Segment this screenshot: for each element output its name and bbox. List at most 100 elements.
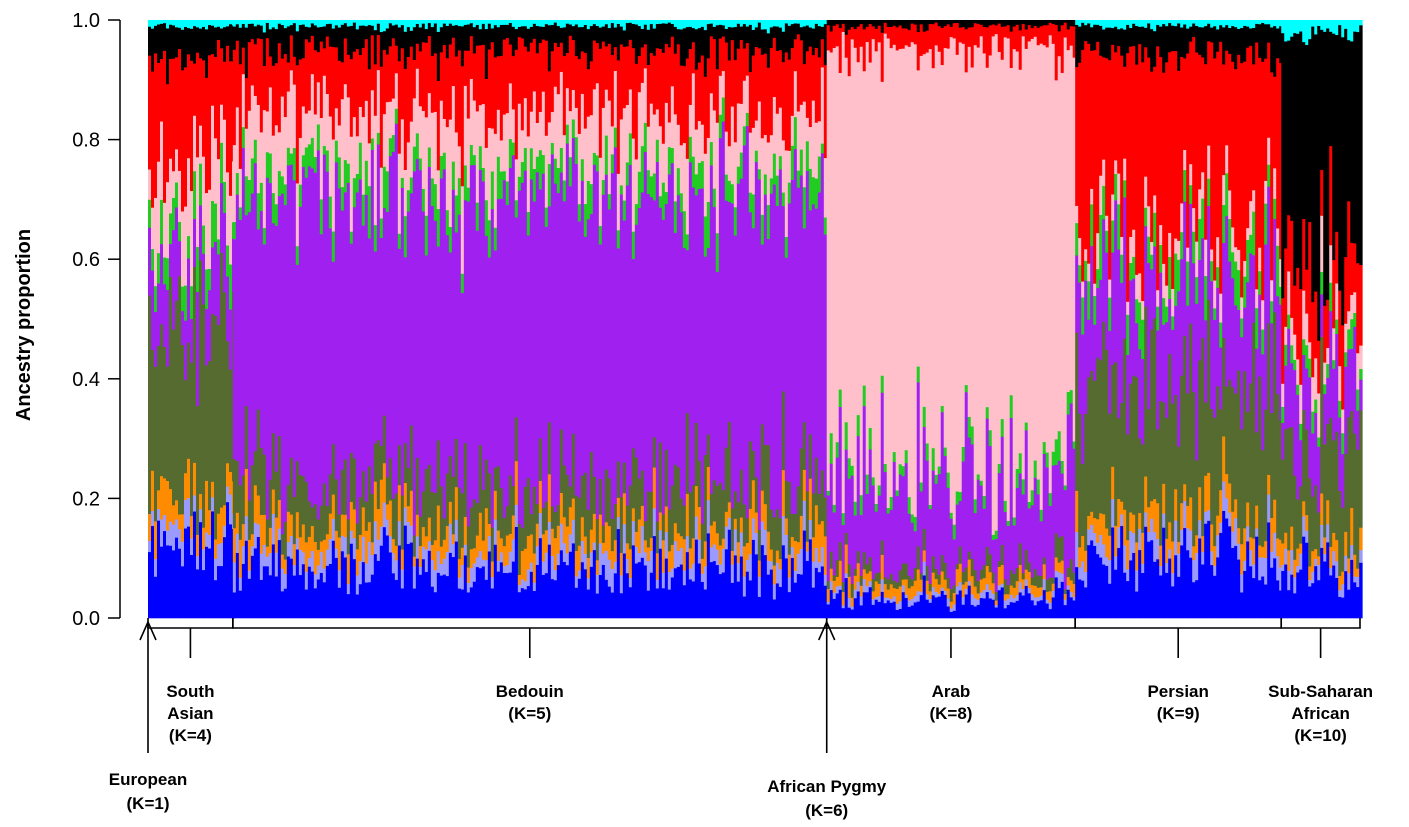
ancestry-segment bbox=[442, 20, 447, 24]
ancestry-segment bbox=[820, 520, 825, 548]
ancestry-segment bbox=[604, 522, 609, 551]
ancestry-segment bbox=[967, 580, 972, 586]
ancestry-segment bbox=[1228, 20, 1232, 29]
ancestry-segment bbox=[1141, 62, 1145, 302]
ancestry-segment bbox=[667, 20, 672, 23]
ancestry-segment bbox=[778, 107, 783, 157]
ancestry-segment bbox=[841, 581, 846, 593]
ancestry-segment bbox=[544, 40, 549, 136]
ancestry-segment bbox=[466, 118, 471, 188]
ancestry-segment bbox=[175, 56, 179, 150]
ancestry-segment bbox=[505, 572, 510, 619]
ancestry-segment bbox=[451, 476, 456, 535]
ancestry-segment bbox=[397, 153, 402, 234]
ancestry-segment bbox=[901, 48, 906, 467]
ancestry-segment bbox=[679, 212, 684, 499]
ancestry-segment bbox=[658, 195, 663, 208]
ancestry-segment bbox=[349, 231, 354, 244]
ancestry-segment bbox=[208, 268, 212, 291]
ancestry-segment bbox=[988, 55, 993, 431]
ancestry-segment bbox=[1087, 43, 1091, 264]
ancestry-segment bbox=[670, 485, 675, 545]
group-label: Arab bbox=[932, 682, 971, 701]
ancestry-segment bbox=[496, 20, 501, 28]
ancestry-segment bbox=[415, 68, 420, 134]
ancestry-segment bbox=[502, 565, 507, 573]
ancestry-segment bbox=[259, 132, 264, 183]
ancestry-segment bbox=[1036, 596, 1041, 602]
ancestry-segment bbox=[778, 169, 783, 519]
ancestry-segment bbox=[160, 475, 164, 520]
ancestry-segment bbox=[289, 20, 294, 26]
ancestry-segment bbox=[322, 26, 327, 49]
ancestry-segment bbox=[1216, 51, 1220, 238]
ancestry-segment bbox=[1264, 58, 1268, 181]
ancestry-segment bbox=[736, 48, 741, 104]
ancestry-segment bbox=[724, 511, 729, 527]
ancestry-segment bbox=[1314, 565, 1318, 619]
ancestry-segment bbox=[1192, 36, 1196, 209]
ancestry-segment bbox=[445, 525, 450, 552]
ancestry-segment bbox=[373, 115, 378, 226]
ancestry-segment bbox=[652, 200, 657, 438]
ancestry-segment bbox=[673, 53, 678, 115]
ancestry-segment bbox=[865, 20, 870, 27]
ancestry-segment bbox=[637, 91, 642, 172]
ancestry-segment bbox=[1276, 538, 1280, 557]
ancestry-segment bbox=[1359, 379, 1363, 411]
ancestry-segment bbox=[235, 172, 240, 195]
ancestry-segment bbox=[1093, 545, 1097, 619]
ancestry-segment bbox=[208, 548, 212, 619]
ancestry-segment bbox=[1222, 64, 1226, 176]
ancestry-segment bbox=[316, 27, 321, 53]
ancestry-segment bbox=[1356, 410, 1360, 450]
ancestry-segment bbox=[583, 24, 588, 54]
ancestry-segment bbox=[556, 93, 561, 169]
ancestry-segment bbox=[730, 27, 735, 41]
ancestry-segment bbox=[880, 32, 885, 82]
group-bracket bbox=[232, 618, 828, 658]
ancestry-segment bbox=[946, 577, 951, 589]
ancestry-segment bbox=[472, 53, 477, 101]
ancestry-segment bbox=[967, 559, 972, 582]
ancestry-segment bbox=[577, 26, 582, 60]
ancestry-segment bbox=[1069, 591, 1074, 598]
ancestry-segment bbox=[1249, 253, 1253, 384]
ancestry-segment bbox=[406, 467, 411, 507]
ancestry-segment bbox=[1207, 520, 1211, 619]
ancestry-segment bbox=[1183, 335, 1187, 485]
ancestry-segment bbox=[148, 513, 152, 541]
ancestry-segment bbox=[364, 563, 369, 583]
ancestry-segment bbox=[835, 23, 840, 47]
ancestry-segment bbox=[235, 552, 240, 619]
ancestry-segment bbox=[781, 391, 786, 471]
ancestry-segment bbox=[853, 515, 858, 569]
ancestry-segment bbox=[775, 562, 780, 584]
ancestry-segment bbox=[157, 520, 161, 619]
ancestry-segment bbox=[1329, 245, 1333, 283]
ancestry-segment bbox=[1258, 294, 1262, 377]
ancestry-segment bbox=[634, 457, 639, 532]
ancestry-segment bbox=[223, 119, 227, 182]
ancestry-segment bbox=[352, 116, 357, 179]
ancestry-segment bbox=[517, 103, 522, 177]
ancestry-segment bbox=[487, 219, 492, 258]
ancestry-segment bbox=[1213, 25, 1217, 59]
ancestry-segment bbox=[226, 276, 230, 342]
ancestry-segment bbox=[148, 295, 152, 514]
ancestry-segment bbox=[1186, 393, 1190, 506]
ancestry-segment bbox=[610, 20, 615, 24]
ancestry-segment bbox=[370, 35, 375, 91]
ancestry-segment bbox=[1204, 402, 1208, 476]
ancestry-segment bbox=[1195, 460, 1199, 536]
ancestry-segment bbox=[1078, 62, 1082, 239]
ancestry-segment bbox=[694, 195, 699, 424]
ancestry-segment bbox=[574, 20, 579, 25]
ancestry-segment bbox=[1045, 579, 1050, 592]
ancestry-segment bbox=[946, 472, 951, 488]
ancestry-segment bbox=[613, 503, 618, 541]
group-label: Bedouin bbox=[496, 682, 564, 701]
ancestry-segment bbox=[658, 512, 663, 531]
ancestry-segment bbox=[853, 575, 858, 590]
y-tick-label: 0.4 bbox=[72, 369, 100, 391]
